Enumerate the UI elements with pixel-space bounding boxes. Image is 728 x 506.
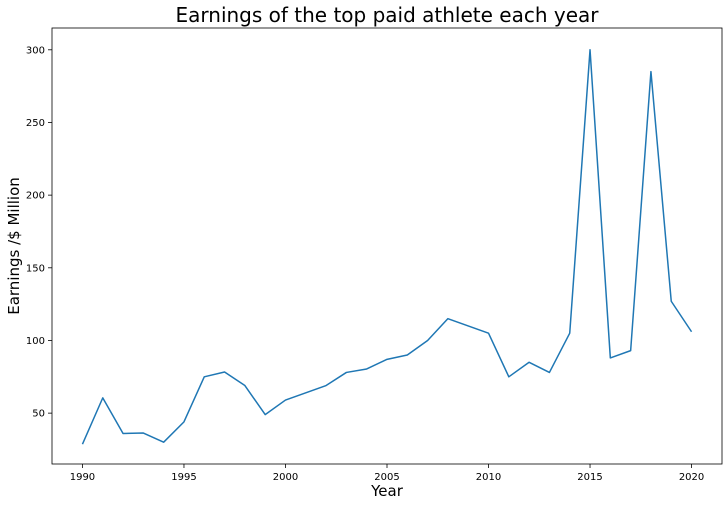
y-tick-label: 50 — [32, 409, 45, 420]
y-axis-label: Earnings /$ Million — [5, 177, 23, 315]
plot-area: 1990 1995 2000 2005 2010 2015 2020 50 100 150 200 2… — [26, 27, 723, 483]
y-tick-label: 100 — [26, 336, 45, 347]
plot-frame — [51, 27, 723, 465]
y-tick-label: 300 — [26, 45, 45, 56]
y-tick-label: 250 — [26, 118, 45, 129]
x-tick-label: 2020 — [679, 472, 704, 483]
chart-title: Earnings of the top paid athlete each ye… — [176, 3, 600, 27]
x-axis-label: Year — [370, 482, 404, 500]
x-tick-label: 2015 — [577, 472, 602, 483]
x-tick-label: 1990 — [70, 472, 95, 483]
x-tick-label: 2005 — [374, 472, 399, 483]
x-tick-label: 1995 — [171, 472, 196, 483]
x-tick-label: 2000 — [273, 472, 298, 483]
y-tick-label: 150 — [26, 263, 45, 274]
series-line — [81, 49, 693, 445]
y-tick-label: 200 — [26, 191, 45, 202]
x-tick-label: 2010 — [476, 472, 501, 483]
